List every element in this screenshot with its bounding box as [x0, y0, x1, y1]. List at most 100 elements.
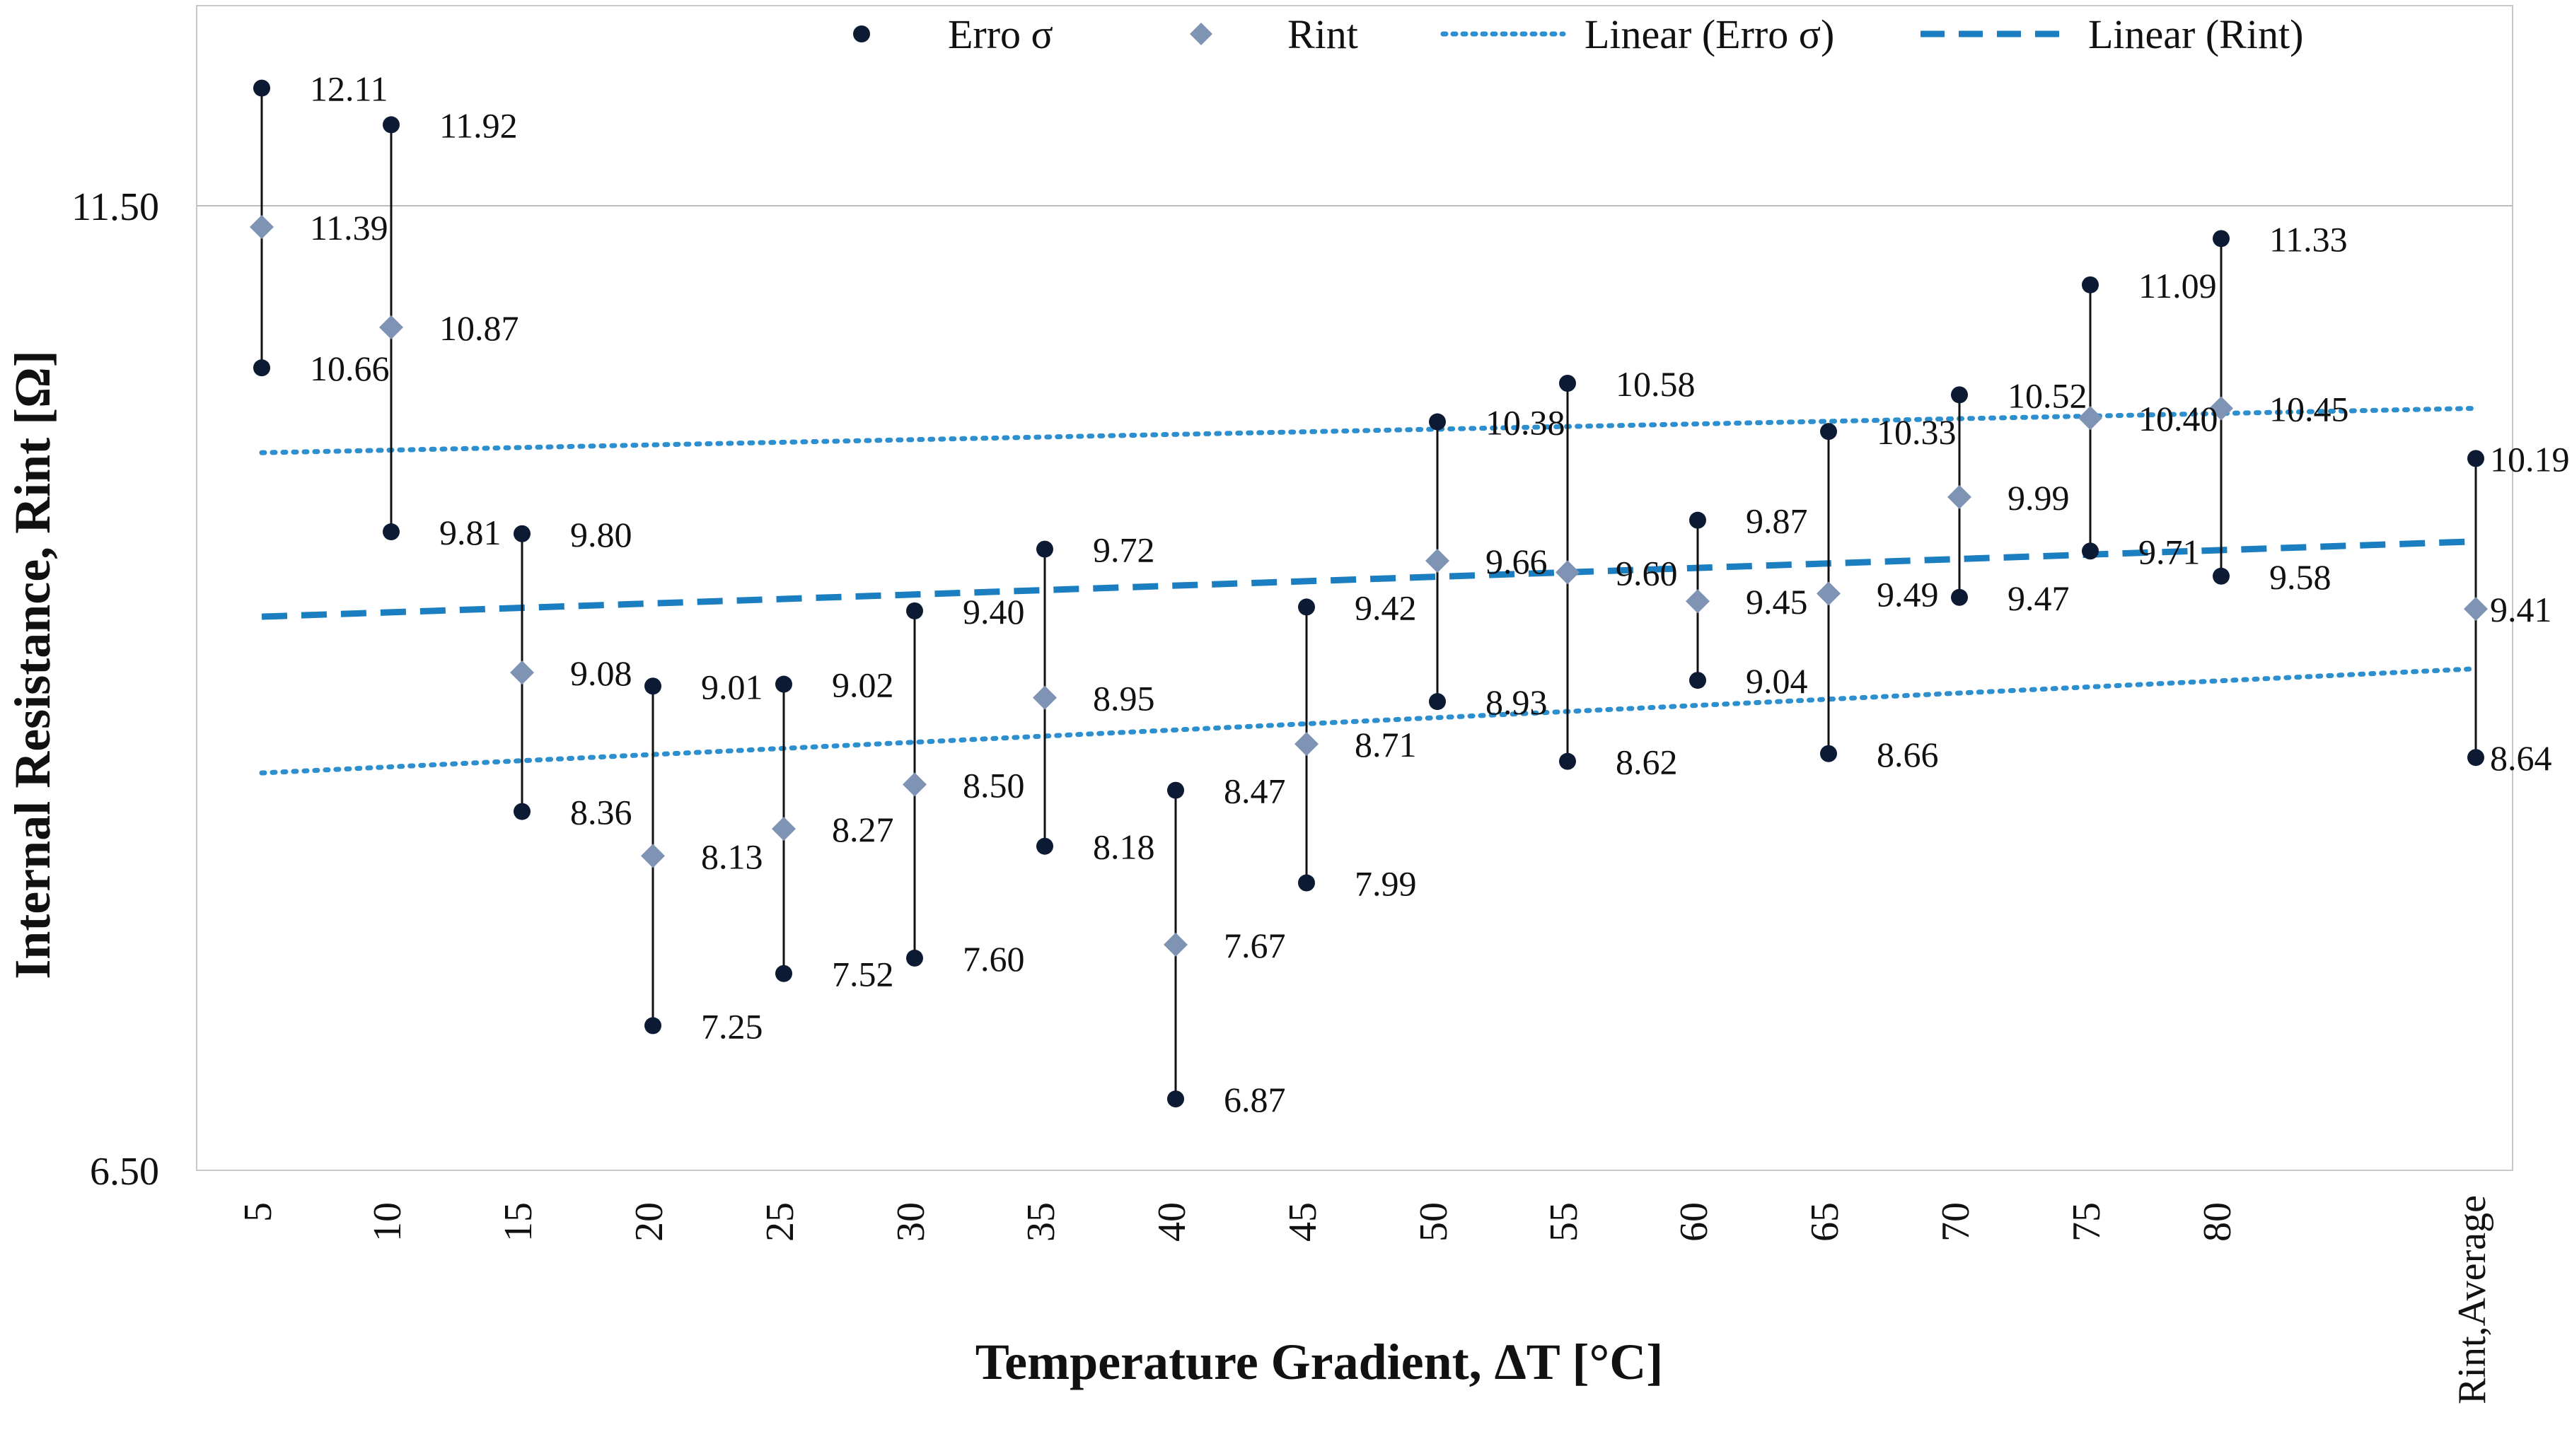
erro-lower-marker — [906, 949, 923, 967]
erro-upper-label: 10.33 — [1877, 412, 1957, 452]
rint-marker — [250, 215, 274, 240]
rint-label: 9.45 — [1746, 582, 1808, 622]
erro-upper-marker — [1036, 540, 1053, 558]
erro-lower-label: 8.62 — [1616, 742, 1678, 782]
markers — [250, 79, 2488, 1108]
erro-lower-marker — [2082, 542, 2099, 560]
erro-upper-marker — [2467, 450, 2484, 467]
erro-lower-marker — [1036, 837, 1053, 855]
erro-lower-label: 7.52 — [832, 955, 894, 994]
rint-label: 10.87 — [439, 308, 519, 348]
erro-upper-label: 11.92 — [439, 105, 518, 145]
erro-upper-marker — [2213, 230, 2230, 247]
y-tick-label: 11.50 — [71, 185, 159, 229]
trendline-rint — [261, 538, 2477, 620]
rint-label: 11.39 — [310, 208, 388, 247]
data-labels: 12.11 11.92 9.80 9.01 9.02 9.40 9.72 8.47 9.42 10… — [310, 69, 2570, 1119]
erro-lower-label: 7.60 — [963, 939, 1025, 979]
rint-marker — [2078, 406, 2102, 431]
erro-lower-marker — [644, 1017, 661, 1035]
erro-lower-marker — [514, 803, 531, 820]
legend-erro-label: Erro σ — [948, 11, 1053, 57]
rint-label: 8.27 — [832, 810, 894, 849]
erro-lower-marker — [2467, 749, 2484, 767]
rint-label: 9.60 — [1616, 553, 1678, 593]
erro-upper-label: 10.52 — [2008, 375, 2087, 415]
erro-upper-label: 11.33 — [2269, 219, 2348, 259]
erro-lower-marker — [1820, 745, 1837, 762]
legend: Erro σ Rint Linear (Erro σ) Linear (Rint… — [853, 11, 2303, 57]
plot-area — [196, 5, 2513, 1171]
x-tick-label: 75 — [2065, 1202, 2109, 1242]
erro-upper-label: 8.47 — [1224, 771, 1286, 811]
erro-upper-marker — [1689, 511, 1706, 529]
rint-marker — [903, 772, 927, 797]
erro-lower-marker — [383, 523, 400, 541]
erro-upper-marker — [383, 116, 400, 134]
legend-linear-erro-label: Linear (Erro σ) — [1585, 11, 1834, 57]
rint-label: 7.67 — [1224, 926, 1286, 965]
rint-marker — [641, 844, 665, 868]
erro-lower-label: 8.66 — [1877, 735, 1939, 774]
rint-label: 9.66 — [1485, 542, 1548, 581]
erro-upper-label: 9.87 — [1746, 501, 1808, 541]
x-tick-label: 30 — [889, 1202, 933, 1242]
rint-marker — [1033, 685, 1057, 710]
erro-lower-label: 8.64 — [2490, 738, 2552, 778]
legend-rint-label: Rint — [1287, 11, 1358, 57]
y-tick-label: 6.50 — [90, 1150, 159, 1194]
erro-lower-marker — [1689, 672, 1706, 689]
rint-marker — [1294, 732, 1319, 757]
erro-lower-marker — [775, 965, 792, 982]
erro-lower-label: 9.58 — [2269, 557, 2331, 597]
erro-upper-marker — [906, 602, 923, 619]
erro-lower-marker — [2213, 567, 2230, 585]
x-tick-label: 55 — [1542, 1202, 1586, 1242]
erro-upper-label: 12.11 — [310, 69, 388, 109]
x-tick-label: 50 — [1412, 1202, 1456, 1242]
rint-marker — [2209, 396, 2233, 421]
erro-upper-marker — [514, 525, 531, 542]
x-tick-label: 70 — [1934, 1202, 1978, 1242]
erro-lower-label: 9.04 — [1746, 661, 1808, 701]
erro-lower-label: 8.36 — [570, 793, 632, 832]
erro-lower-label: 6.87 — [1224, 1080, 1286, 1119]
erro-lower-label: 7.99 — [1355, 864, 1417, 904]
erro-lower-marker — [253, 359, 270, 377]
erro-lower-marker — [1298, 874, 1315, 892]
x-tick-label: 10 — [366, 1202, 410, 1242]
rint-label: 8.50 — [963, 765, 1025, 805]
erro-lower-marker — [1429, 693, 1446, 711]
x-axis-ticks: 5 10 15 20 25 30 35 40 45 50 55 60 65 70 75 80 Rint,Aver… — [236, 1195, 2494, 1404]
x-tick-label: 65 — [1803, 1202, 1847, 1242]
erro-lower-marker — [1951, 588, 1968, 606]
erro-upper-label: 9.40 — [963, 592, 1025, 631]
erro-upper-label: 10.19 — [2490, 439, 2570, 479]
erro-lower-label: 9.71 — [2138, 532, 2201, 571]
rint-label: 9.49 — [1877, 574, 1939, 614]
erro-lower-label: 9.81 — [439, 513, 502, 552]
erro-upper-label: 9.80 — [570, 515, 632, 554]
erro-upper-label: 9.02 — [832, 665, 894, 705]
rint-label: 9.08 — [570, 653, 632, 693]
x-tick-label: 80 — [2196, 1202, 2240, 1242]
rint-marker — [379, 315, 403, 339]
erro-upper-marker — [1820, 423, 1837, 441]
erro-upper-label: 9.42 — [1355, 588, 1417, 627]
x-tick-label: Rint,Average — [2450, 1195, 2494, 1404]
erro-upper-marker — [2082, 276, 2099, 293]
x-tick-label: 20 — [627, 1202, 671, 1242]
plot-area-border — [196, 5, 2513, 1171]
rint-label: 8.71 — [1355, 725, 1417, 764]
erro-upper-label: 9.01 — [701, 667, 763, 706]
erro-lower-label: 8.93 — [1485, 682, 1548, 722]
y-axis-ticks: 6.50 11.50 — [71, 185, 159, 1194]
rint-marker — [2464, 597, 2488, 622]
erro-upper-marker — [775, 675, 792, 693]
legend-erro-marker — [853, 25, 870, 42]
rint-label: 9.99 — [2008, 478, 2070, 518]
x-tick-label: 45 — [1281, 1202, 1325, 1242]
erro-upper-marker — [1167, 781, 1184, 799]
rint-marker — [772, 817, 796, 841]
trendlines — [259, 405, 2479, 776]
